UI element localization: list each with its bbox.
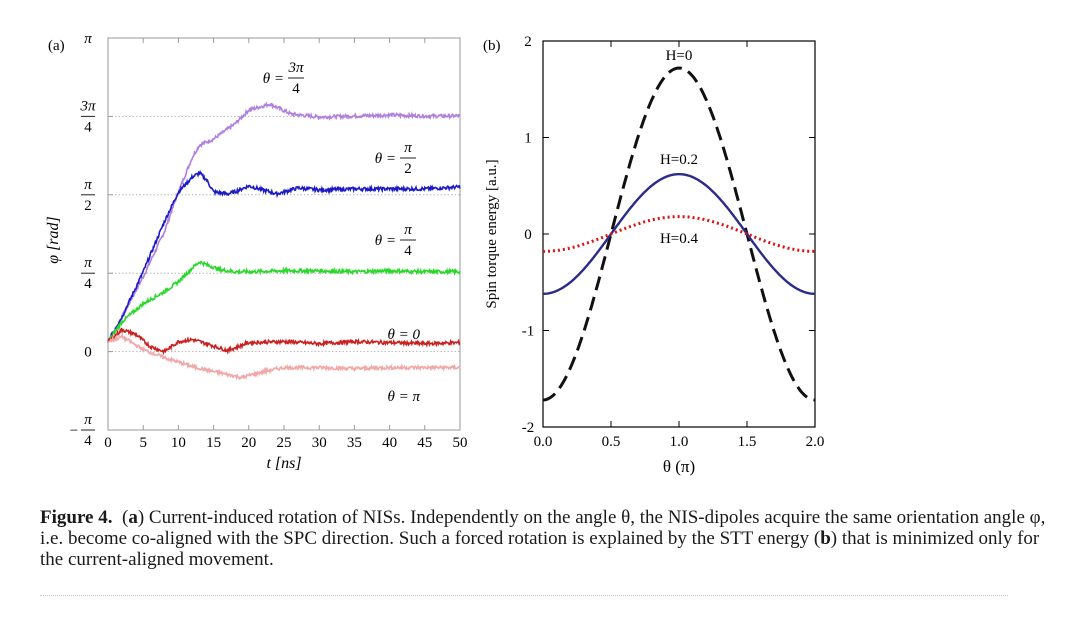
- series-line-0: [107, 101, 461, 343]
- x-tick-label-0: 0: [104, 435, 112, 451]
- series-line-3: [107, 327, 461, 356]
- y-tick-label-0: π: [84, 31, 92, 47]
- annotation-num: π: [404, 140, 412, 156]
- series-line-1: [543, 173, 815, 295]
- y-tick-text: π: [84, 31, 92, 47]
- curve-label-h0: H=0: [666, 48, 693, 64]
- annotation-3: θ = 0: [388, 327, 421, 343]
- y-tick-num: π: [84, 255, 92, 271]
- y-tick-num: π: [84, 177, 92, 193]
- x-tick-label-9: 45: [417, 435, 432, 451]
- caption-figure-label: Figure 4.: [40, 507, 113, 528]
- x-tick-label-4: 2.0: [806, 434, 825, 450]
- y-tick-text: 0: [84, 345, 92, 361]
- series-line-2: [107, 260, 461, 343]
- x-tick-label-3: 15: [206, 435, 221, 451]
- y-tick-label-2: 0: [524, 227, 532, 243]
- series-line-2: [543, 215, 815, 253]
- annotation-prefix: θ =: [375, 233, 396, 249]
- y-tick-label-1: 3π4: [79, 98, 96, 135]
- y-tick-label-4: 0: [84, 345, 92, 361]
- annotation-1: θ = π 2: [375, 140, 416, 177]
- annotation-num: 3π: [287, 60, 304, 76]
- section-divider: [40, 595, 1008, 596]
- series-lines: [107, 101, 461, 381]
- caption-panel-a: a: [128, 507, 138, 528]
- y-tick-den: 4: [84, 276, 92, 292]
- annotation-prefix: θ =: [375, 151, 396, 167]
- panel-a-label: (a): [48, 38, 65, 54]
- x-tick-labels: 0.0 0.5 1.0 1.5 2.0: [534, 41, 825, 450]
- annotation-num: π: [404, 222, 412, 238]
- y-tick-label-3: π4: [81, 255, 95, 292]
- x-tick-label-8: 40: [382, 435, 397, 451]
- caption-panel-b: b: [820, 528, 831, 549]
- panel-a-xlabel: t [ns]: [266, 455, 301, 472]
- y-tick-label-5: π 4−: [70, 412, 95, 449]
- curve-label-h04: H=0.4: [660, 231, 699, 247]
- series-lines: [542, 66, 816, 402]
- annotation-4: θ = π: [387, 389, 420, 405]
- figure-caption: Figure 4. (a) Current-induced rotation o…: [40, 507, 1046, 570]
- y-tick-label-2: π2: [81, 177, 95, 214]
- y-tick-den: 4: [84, 433, 92, 449]
- series-line-4: [107, 332, 461, 381]
- annotation-prefix: θ = π: [387, 389, 420, 405]
- x-tick-label-3: 1.5: [738, 434, 757, 450]
- y-tick-labels: 2 1 0 -1 -2: [522, 34, 815, 436]
- x-tick-label-6: 30: [312, 435, 327, 451]
- x-tick-labels: 0 5 10 15 20 25 30 35 40 45 50: [104, 38, 468, 451]
- x-tick-label-1: 5: [139, 435, 147, 451]
- x-tick-label-7: 35: [347, 435, 362, 451]
- annotation-den: 4: [292, 81, 300, 97]
- annotation-prefix: θ = 0: [388, 327, 421, 343]
- y-tick-num: π: [84, 412, 92, 428]
- annotation-den: 2: [404, 161, 412, 177]
- x-tick-label-10: 50: [453, 435, 468, 451]
- annotation-2: θ = π 4: [375, 222, 416, 259]
- x-tick-label-1: 0.5: [602, 434, 621, 450]
- annotation-prefix: θ =: [263, 71, 284, 87]
- caption-text-2: ) that is minimized only for the current…: [40, 528, 1040, 570]
- y-tick-label-4: -2: [522, 420, 535, 436]
- x-tick-label-4: 20: [241, 435, 256, 451]
- panel-b-ylabel: Spin torque energy [a.u.]: [484, 159, 500, 308]
- y-tick-den: 2: [84, 198, 92, 214]
- y-tick-num: 3π: [79, 98, 96, 114]
- y-tick-label-1: 1: [524, 131, 532, 147]
- panel-a-ylabel: φ [rad]: [45, 216, 62, 264]
- caption-text-1: Current-induced rotation of NISs. Indepe…: [40, 507, 1046, 549]
- series-line-1: [107, 169, 461, 342]
- panel-b: (b) 2 1 0 -1 -2 0.0 0.5 1.0 1.5 2.0 H=0 H=0.2 H=…: [483, 34, 824, 476]
- y-tick-den: 4: [84, 119, 92, 135]
- y-tick-label-0: 2: [524, 34, 532, 50]
- x-tick-label-0: 0.0: [534, 434, 553, 450]
- annotation-den: 4: [404, 243, 412, 259]
- series-line-0: [542, 66, 816, 402]
- x-tick-label-2: 10: [171, 435, 186, 451]
- x-tick-label-2: 1.0: [670, 434, 689, 450]
- panel-b-label: (b): [483, 38, 501, 54]
- panel-b-xlabel: θ (π): [663, 457, 695, 476]
- curve-label-h02: H=0.2: [660, 152, 698, 168]
- x-tick-label-5: 25: [277, 435, 292, 451]
- y-tick-label-3: -1: [522, 324, 535, 340]
- annotation-0: θ =3π 4: [263, 60, 304, 97]
- y-tick-sign: −: [70, 423, 78, 439]
